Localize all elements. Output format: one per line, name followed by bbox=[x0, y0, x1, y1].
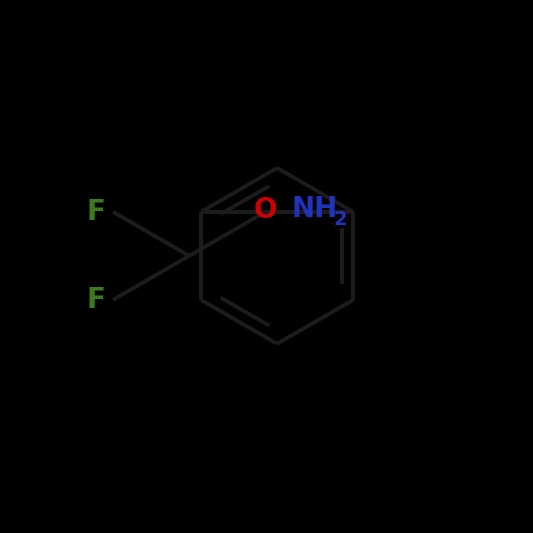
Text: 2: 2 bbox=[334, 211, 348, 229]
Text: NH: NH bbox=[292, 195, 338, 223]
Text: F: F bbox=[86, 198, 105, 226]
Text: O: O bbox=[254, 196, 277, 224]
Text: F: F bbox=[86, 286, 105, 314]
